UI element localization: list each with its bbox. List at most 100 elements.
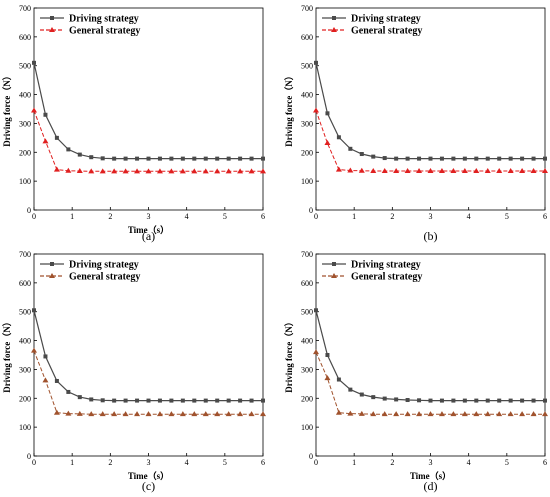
data-point: [542, 411, 548, 417]
series-line: [315, 351, 545, 415]
data-point: [474, 398, 479, 403]
y-tick-label: 300: [301, 365, 313, 374]
legend-marker: [331, 273, 337, 278]
data-point: [238, 398, 243, 403]
data-point: [348, 146, 353, 151]
data-point: [54, 135, 59, 140]
data-point: [65, 410, 72, 416]
data-point: [438, 411, 445, 417]
y-tick-label: 700: [301, 4, 313, 13]
data-point: [313, 349, 319, 355]
data-point: [496, 411, 503, 417]
data-point: [77, 152, 82, 157]
data-point: [451, 398, 456, 403]
data-point: [65, 167, 72, 173]
x-axis-title: Time（s）: [128, 471, 169, 481]
x-tick-label: 5: [505, 212, 509, 221]
x-tick-label: 1: [352, 212, 356, 221]
data-point: [359, 152, 364, 157]
x-tick-label: 2: [108, 458, 112, 467]
data-point: [393, 411, 400, 417]
x-tick-label: 3: [429, 212, 433, 221]
data-point: [427, 168, 434, 174]
data-point: [76, 410, 83, 416]
chart-panel-3: 0 1 2 3 4 5 6 0 100 200 300 400 500 600 700 Time（s） Driv…: [2, 250, 266, 493]
chart-panel-4: 0 1 2 3 4 5 6 0 100 200 300 400 500 600 700 Time（s） Driv…: [284, 250, 548, 493]
data-point: [370, 168, 377, 174]
data-point: [111, 168, 118, 174]
x-tick-label: 0: [314, 212, 318, 221]
y-tick-label: 700: [19, 4, 31, 13]
data-point: [451, 156, 456, 161]
data-point: [192, 398, 197, 403]
y-tick-label: 500: [19, 62, 31, 71]
data-point: [416, 411, 423, 417]
legend-label: Driving strategy: [69, 14, 139, 25]
y-axis-title: Driving force（N）: [284, 317, 294, 393]
data-point: [519, 168, 526, 174]
data-point: [417, 156, 422, 161]
legend-marker: [49, 27, 55, 32]
series-line: [33, 62, 263, 160]
x-tick-label: 5: [223, 458, 227, 467]
x-tick-label: 5: [505, 458, 509, 467]
data-point: [237, 168, 244, 174]
data-point: [123, 398, 128, 403]
data-point: [428, 156, 433, 161]
data-point: [508, 156, 513, 161]
data-point: [336, 377, 341, 382]
data-point: [238, 156, 243, 161]
data-point: [112, 156, 117, 161]
x-tick-label: 0: [32, 458, 36, 467]
data-point: [474, 156, 479, 161]
data-point: [497, 156, 502, 161]
series-line: [315, 110, 545, 172]
plot-frame: [315, 253, 546, 457]
y-tick-label: 100: [301, 423, 313, 432]
data-point: [427, 411, 434, 417]
data-point: [324, 375, 331, 381]
data-point: [473, 168, 480, 174]
data-point: [145, 411, 152, 417]
data-point: [226, 398, 231, 403]
data-point: [111, 411, 118, 417]
data-point: [261, 156, 265, 161]
data-point: [358, 167, 365, 173]
data-point: [473, 411, 480, 417]
y-tick-label: 500: [301, 308, 313, 317]
legend-label: Driving strategy: [351, 260, 421, 271]
x-tick-label: 4: [467, 458, 471, 467]
series-line: [33, 350, 263, 415]
data-point: [519, 411, 526, 417]
data-point: [42, 377, 49, 383]
legend-marker: [49, 273, 55, 278]
data-point: [157, 156, 162, 161]
legend-label: Driving strategy: [351, 14, 421, 25]
x-tick-label: 2: [390, 458, 394, 467]
x-tick-label: 6: [543, 458, 547, 467]
data-point: [215, 156, 220, 161]
y-tick-label: 200: [301, 148, 313, 157]
data-point: [146, 398, 151, 403]
x-tick-label: 1: [70, 212, 74, 221]
data-point: [450, 168, 457, 174]
x-tick-label: 6: [261, 458, 265, 467]
data-point: [462, 398, 467, 403]
data-point: [31, 107, 37, 113]
data-point: [203, 398, 208, 403]
series-general-strategy: [31, 347, 266, 417]
data-point: [313, 107, 319, 113]
data-point: [135, 156, 140, 161]
data-point: [100, 398, 105, 403]
data-point: [325, 111, 330, 116]
y-tick-label: 400: [301, 91, 313, 100]
data-point: [394, 156, 399, 161]
data-point: [507, 411, 514, 417]
y-tick-label: 100: [19, 423, 31, 432]
data-point: [485, 156, 490, 161]
data-point: [485, 398, 490, 403]
data-point: [260, 411, 266, 417]
data-point: [225, 411, 232, 417]
